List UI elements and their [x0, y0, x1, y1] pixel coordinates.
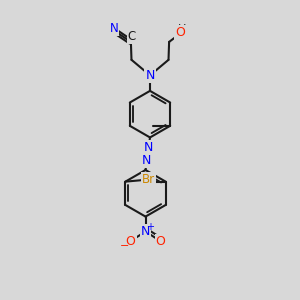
Text: N: N	[141, 225, 150, 238]
Text: N: N	[142, 154, 152, 167]
Text: Br: Br	[142, 173, 155, 186]
Text: O: O	[175, 26, 185, 38]
Text: O: O	[155, 235, 165, 248]
Text: C: C	[128, 30, 136, 43]
Text: −: −	[120, 242, 129, 251]
Text: N: N	[145, 69, 155, 82]
Text: N: N	[144, 141, 153, 154]
Text: N: N	[110, 22, 118, 35]
Text: H: H	[178, 24, 186, 34]
Text: O: O	[126, 235, 136, 248]
Text: +: +	[146, 222, 154, 232]
